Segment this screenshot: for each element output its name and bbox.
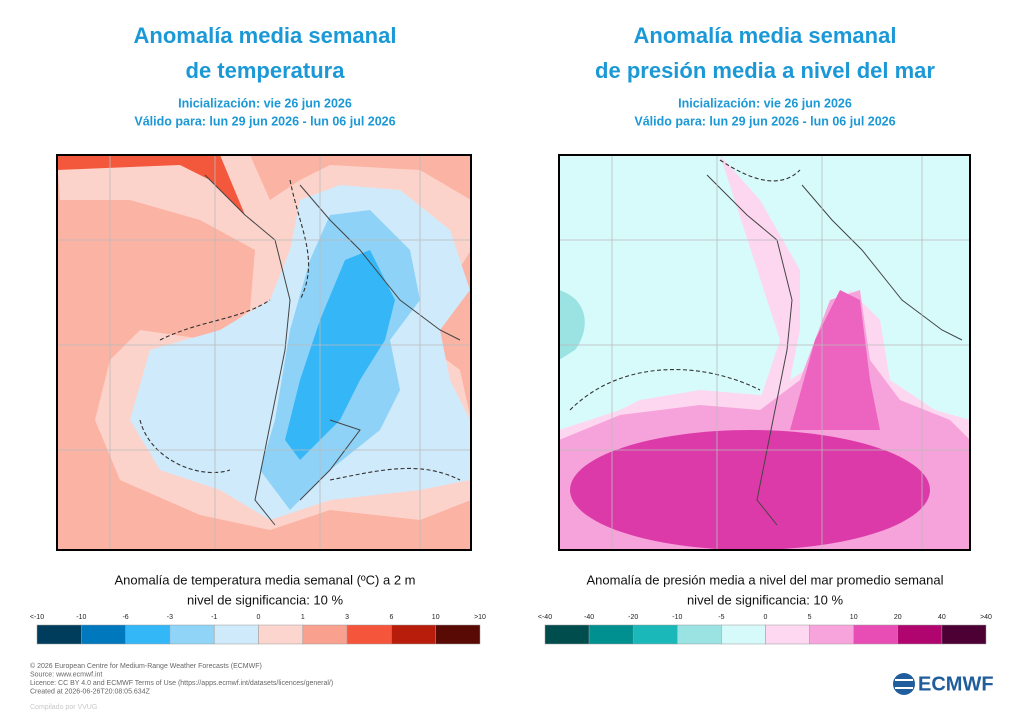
legend-swatch bbox=[632, 624, 678, 645]
footer-line: © 2026 European Centre for Medium-Range … bbox=[30, 662, 262, 670]
legend-label: 5 bbox=[808, 614, 812, 621]
legend-label: 1 bbox=[301, 614, 305, 621]
legend-swatch bbox=[81, 624, 126, 645]
credit: Compilado por VVUG bbox=[30, 704, 97, 711]
logo: ECMWF bbox=[893, 673, 994, 695]
legend-swatch bbox=[302, 624, 348, 645]
significance: nivel de significancia: 10 % bbox=[687, 592, 844, 607]
panel-title: de temperatura bbox=[186, 58, 346, 83]
init-date: Inicialización: vie 26 jun 2026 bbox=[678, 96, 852, 110]
panel-title: Anomalía media semanal bbox=[634, 23, 897, 48]
legend-caption: Anomalía de temperatura media semanal (º… bbox=[115, 572, 416, 587]
legend-label: -5 bbox=[718, 614, 724, 621]
pressure-map bbox=[559, 155, 970, 550]
legend-swatch bbox=[125, 624, 171, 645]
legend-swatch bbox=[435, 624, 481, 645]
legend-swatch bbox=[721, 624, 766, 645]
panel-title: de presión media a nivel del mar bbox=[595, 58, 935, 83]
legend-swatch bbox=[169, 624, 215, 645]
legend-label: -6 bbox=[122, 614, 128, 621]
legend-label: 0 bbox=[764, 614, 768, 621]
legend-caption: Anomalía de presión media a nivel del ma… bbox=[587, 572, 944, 587]
legend-swatch bbox=[544, 624, 590, 645]
map-frame bbox=[56, 154, 472, 551]
legend-label: -1 bbox=[211, 614, 217, 621]
legend-label: >40 bbox=[980, 614, 992, 621]
legend-label: -20 bbox=[628, 614, 638, 621]
footer-line: Source: www.ecmwf.int bbox=[30, 671, 102, 678]
map-frame bbox=[558, 154, 971, 551]
legend-label: 20 bbox=[894, 614, 902, 621]
legend-swatch bbox=[765, 624, 810, 645]
legend-label: 10 bbox=[850, 614, 858, 621]
legend-label: 3 bbox=[345, 614, 349, 621]
legend-swatch bbox=[36, 624, 82, 645]
legend-label: -10 bbox=[76, 614, 86, 621]
legend-label: >10 bbox=[474, 614, 486, 621]
significance: nivel de significancia: 10 % bbox=[187, 592, 344, 607]
legend-label: <-40 bbox=[538, 614, 552, 621]
legend-swatch bbox=[213, 624, 259, 645]
legend-swatch bbox=[677, 624, 722, 645]
legend-label: -40 bbox=[584, 614, 594, 621]
legend-label: <-10 bbox=[30, 614, 44, 621]
valid-dates: Válido para: lun 29 jun 2026 - lun 06 ju… bbox=[634, 114, 895, 128]
valid-dates: Válido para: lun 29 jun 2026 - lun 06 ju… bbox=[134, 114, 395, 128]
footer-line: Licence: CC BY 4.0 and ECMWF Terms of Us… bbox=[30, 680, 333, 687]
legend-swatch bbox=[346, 624, 392, 645]
legend-swatch bbox=[941, 624, 987, 645]
logo-text: ECMWF bbox=[918, 673, 994, 695]
legend-swatch bbox=[258, 624, 304, 645]
legend-label: -10 bbox=[672, 614, 682, 621]
legend-label: -3 bbox=[167, 614, 173, 621]
legend-label: 40 bbox=[938, 614, 946, 621]
legend-label: 6 bbox=[389, 614, 393, 621]
legend-label: 10 bbox=[432, 614, 440, 621]
legend-swatch bbox=[391, 624, 436, 645]
legend-swatch bbox=[853, 624, 899, 645]
temperature-map bbox=[57, 155, 471, 550]
legend-swatch bbox=[897, 624, 943, 645]
legend-swatch bbox=[809, 624, 854, 645]
legend-label: 0 bbox=[257, 614, 261, 621]
footer-line: Created at 2026-06-26T20:08:05.634Z bbox=[30, 688, 151, 695]
init-date: Inicialización: vie 26 jun 2026 bbox=[178, 96, 352, 110]
legend-swatch bbox=[588, 624, 634, 645]
panel-title: Anomalía media semanal bbox=[134, 23, 397, 48]
